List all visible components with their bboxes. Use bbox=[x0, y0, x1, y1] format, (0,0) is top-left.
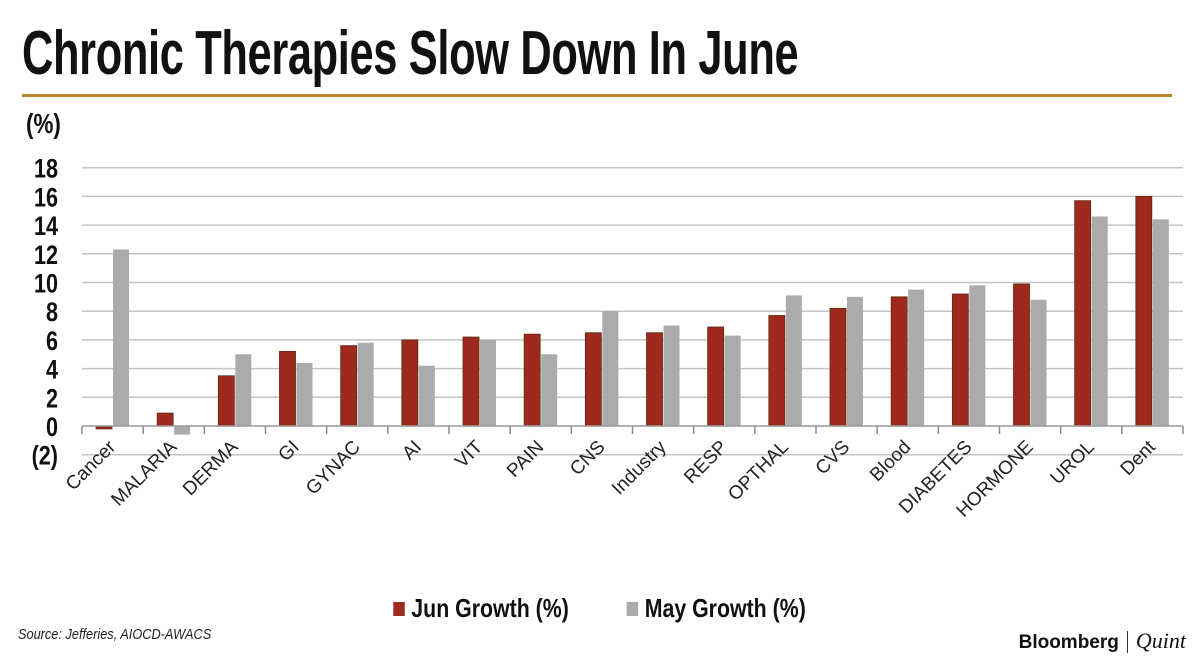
x-tick-label: CNS bbox=[566, 437, 609, 480]
x-tick-label: RESP bbox=[680, 437, 731, 488]
bar-may bbox=[785, 295, 802, 426]
legend-swatch-jun bbox=[393, 602, 405, 616]
y-tick-label: 0 bbox=[46, 413, 58, 443]
source-note: Source: Jefferies, AIOCD-AWACS bbox=[18, 626, 212, 643]
bar-jun bbox=[768, 315, 786, 427]
brand-separator bbox=[1126, 631, 1128, 653]
bar-jun bbox=[279, 350, 296, 427]
bar-may bbox=[480, 339, 496, 426]
bar-jun bbox=[1013, 283, 1030, 427]
y-tick-label: 8 bbox=[46, 298, 58, 328]
x-tick-label: DERMA bbox=[179, 436, 243, 500]
x-tick-label: PAIN bbox=[503, 437, 548, 482]
x-tick-label: GI bbox=[275, 437, 304, 466]
y-axis-unit-label: (%) bbox=[26, 108, 61, 139]
y-tick-label: 6 bbox=[46, 327, 58, 357]
bar-may bbox=[969, 285, 986, 426]
y-tick-label: (2) bbox=[32, 442, 58, 472]
title-divider bbox=[22, 94, 1172, 97]
legend-item-may: May Growth (%) bbox=[627, 593, 806, 624]
brand-logo: Bloomberg Quint bbox=[1019, 628, 1186, 654]
x-tick-label: AI bbox=[398, 437, 426, 465]
bar-may bbox=[1152, 219, 1169, 426]
y-tick-label: 10 bbox=[34, 269, 58, 299]
bar-jun bbox=[523, 333, 541, 427]
legend-label-may: May Growth (%) bbox=[645, 593, 807, 623]
x-tick-label: CVS bbox=[812, 437, 854, 479]
bar-may bbox=[908, 289, 925, 426]
brand-sub: Quint bbox=[1135, 628, 1186, 653]
bar-may bbox=[357, 342, 374, 426]
x-tick-label: Blood bbox=[866, 437, 915, 486]
x-tick-label: Cancer bbox=[62, 436, 121, 495]
bar-jun bbox=[462, 336, 480, 427]
bar-may bbox=[602, 311, 619, 426]
bar-jun bbox=[401, 339, 419, 427]
y-tick-label: 2 bbox=[46, 384, 58, 414]
bar-may bbox=[663, 325, 680, 426]
bar-jun bbox=[707, 326, 725, 427]
legend-label-jun: Jun Growth (%) bbox=[411, 593, 569, 623]
bar-may bbox=[418, 365, 435, 426]
bar-jun bbox=[829, 307, 847, 427]
bar-may bbox=[113, 249, 129, 426]
bar-jun bbox=[217, 375, 235, 427]
y-tick-label: 4 bbox=[46, 355, 58, 385]
bar-jun bbox=[951, 293, 969, 427]
bar-jun bbox=[1135, 195, 1153, 427]
bar-may bbox=[296, 362, 313, 426]
bar-may bbox=[541, 354, 558, 426]
chart-title: Chronic Therapies Slow Down In June bbox=[22, 19, 799, 88]
legend: Jun Growth (%) May Growth (%) bbox=[0, 593, 1200, 624]
bar-jun bbox=[156, 412, 174, 427]
x-tick-label: MALARIA bbox=[107, 436, 181, 510]
bar-jun bbox=[340, 345, 358, 427]
bar-jun bbox=[646, 332, 663, 427]
bar-may bbox=[847, 296, 863, 426]
bar-jun bbox=[890, 296, 908, 427]
x-tick-label: GYNAC bbox=[302, 437, 365, 500]
y-tick-label: 16 bbox=[34, 183, 58, 213]
bar-may bbox=[174, 426, 191, 435]
y-tick-label: 12 bbox=[34, 241, 58, 271]
x-tick-label: VIT bbox=[451, 436, 487, 472]
bar-jun bbox=[584, 332, 602, 427]
brand-name: Bloomberg bbox=[1018, 632, 1119, 653]
legend-item-jun: Jun Growth (%) bbox=[393, 593, 569, 624]
x-tick-label: Industry bbox=[608, 436, 671, 499]
y-tick-label: 18 bbox=[34, 155, 58, 185]
x-tick-label: Dent bbox=[1117, 436, 1161, 480]
bar-may bbox=[235, 354, 252, 426]
x-tick-label: UROL bbox=[1047, 437, 1099, 489]
y-tick-label: 14 bbox=[34, 212, 58, 242]
bar-may bbox=[1091, 216, 1108, 426]
bar-may bbox=[1030, 299, 1047, 426]
legend-swatch-may bbox=[627, 602, 639, 616]
bar-jun bbox=[1074, 200, 1092, 427]
bar-may bbox=[724, 335, 741, 426]
x-tick-label: OPTHAL bbox=[724, 437, 793, 506]
